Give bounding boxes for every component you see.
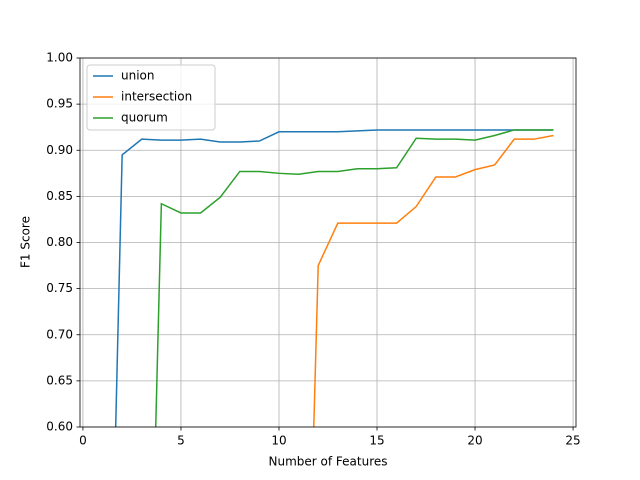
y-tick-label: 0.75 (46, 281, 73, 295)
x-tick-label: 10 (271, 434, 286, 448)
x-tick-label: 20 (467, 434, 482, 448)
x-tick-label: 25 (565, 434, 580, 448)
series-line (313, 134, 554, 427)
y-tick-label: 0.70 (46, 327, 73, 341)
x-axis-label: Number of Features (269, 455, 388, 469)
y-tick-label: 0.90 (46, 143, 73, 157)
legend-box (86, 64, 216, 131)
y-axis-label: F1 Score (19, 216, 33, 268)
y-tick-label: 0.60 (46, 420, 73, 434)
y-tick-label: 0.95 (46, 97, 73, 111)
series-line (154, 129, 554, 427)
x-tick-label: 0 (79, 434, 87, 448)
y-tick-label: 1.00 (46, 51, 73, 65)
y-tick-label: 0.65 (46, 373, 73, 387)
x-tick-label: 15 (369, 434, 384, 448)
x-tick-label: 5 (177, 434, 185, 448)
series-line (114, 129, 554, 427)
legend-label: union (121, 69, 155, 83)
y-tick-label: 0.80 (46, 235, 73, 249)
legend: union intersection quorum (86, 64, 216, 131)
legend-label: quorum (121, 111, 168, 125)
legend-label: intersection (121, 90, 192, 104)
y-tick-label: 0.85 (46, 189, 73, 203)
